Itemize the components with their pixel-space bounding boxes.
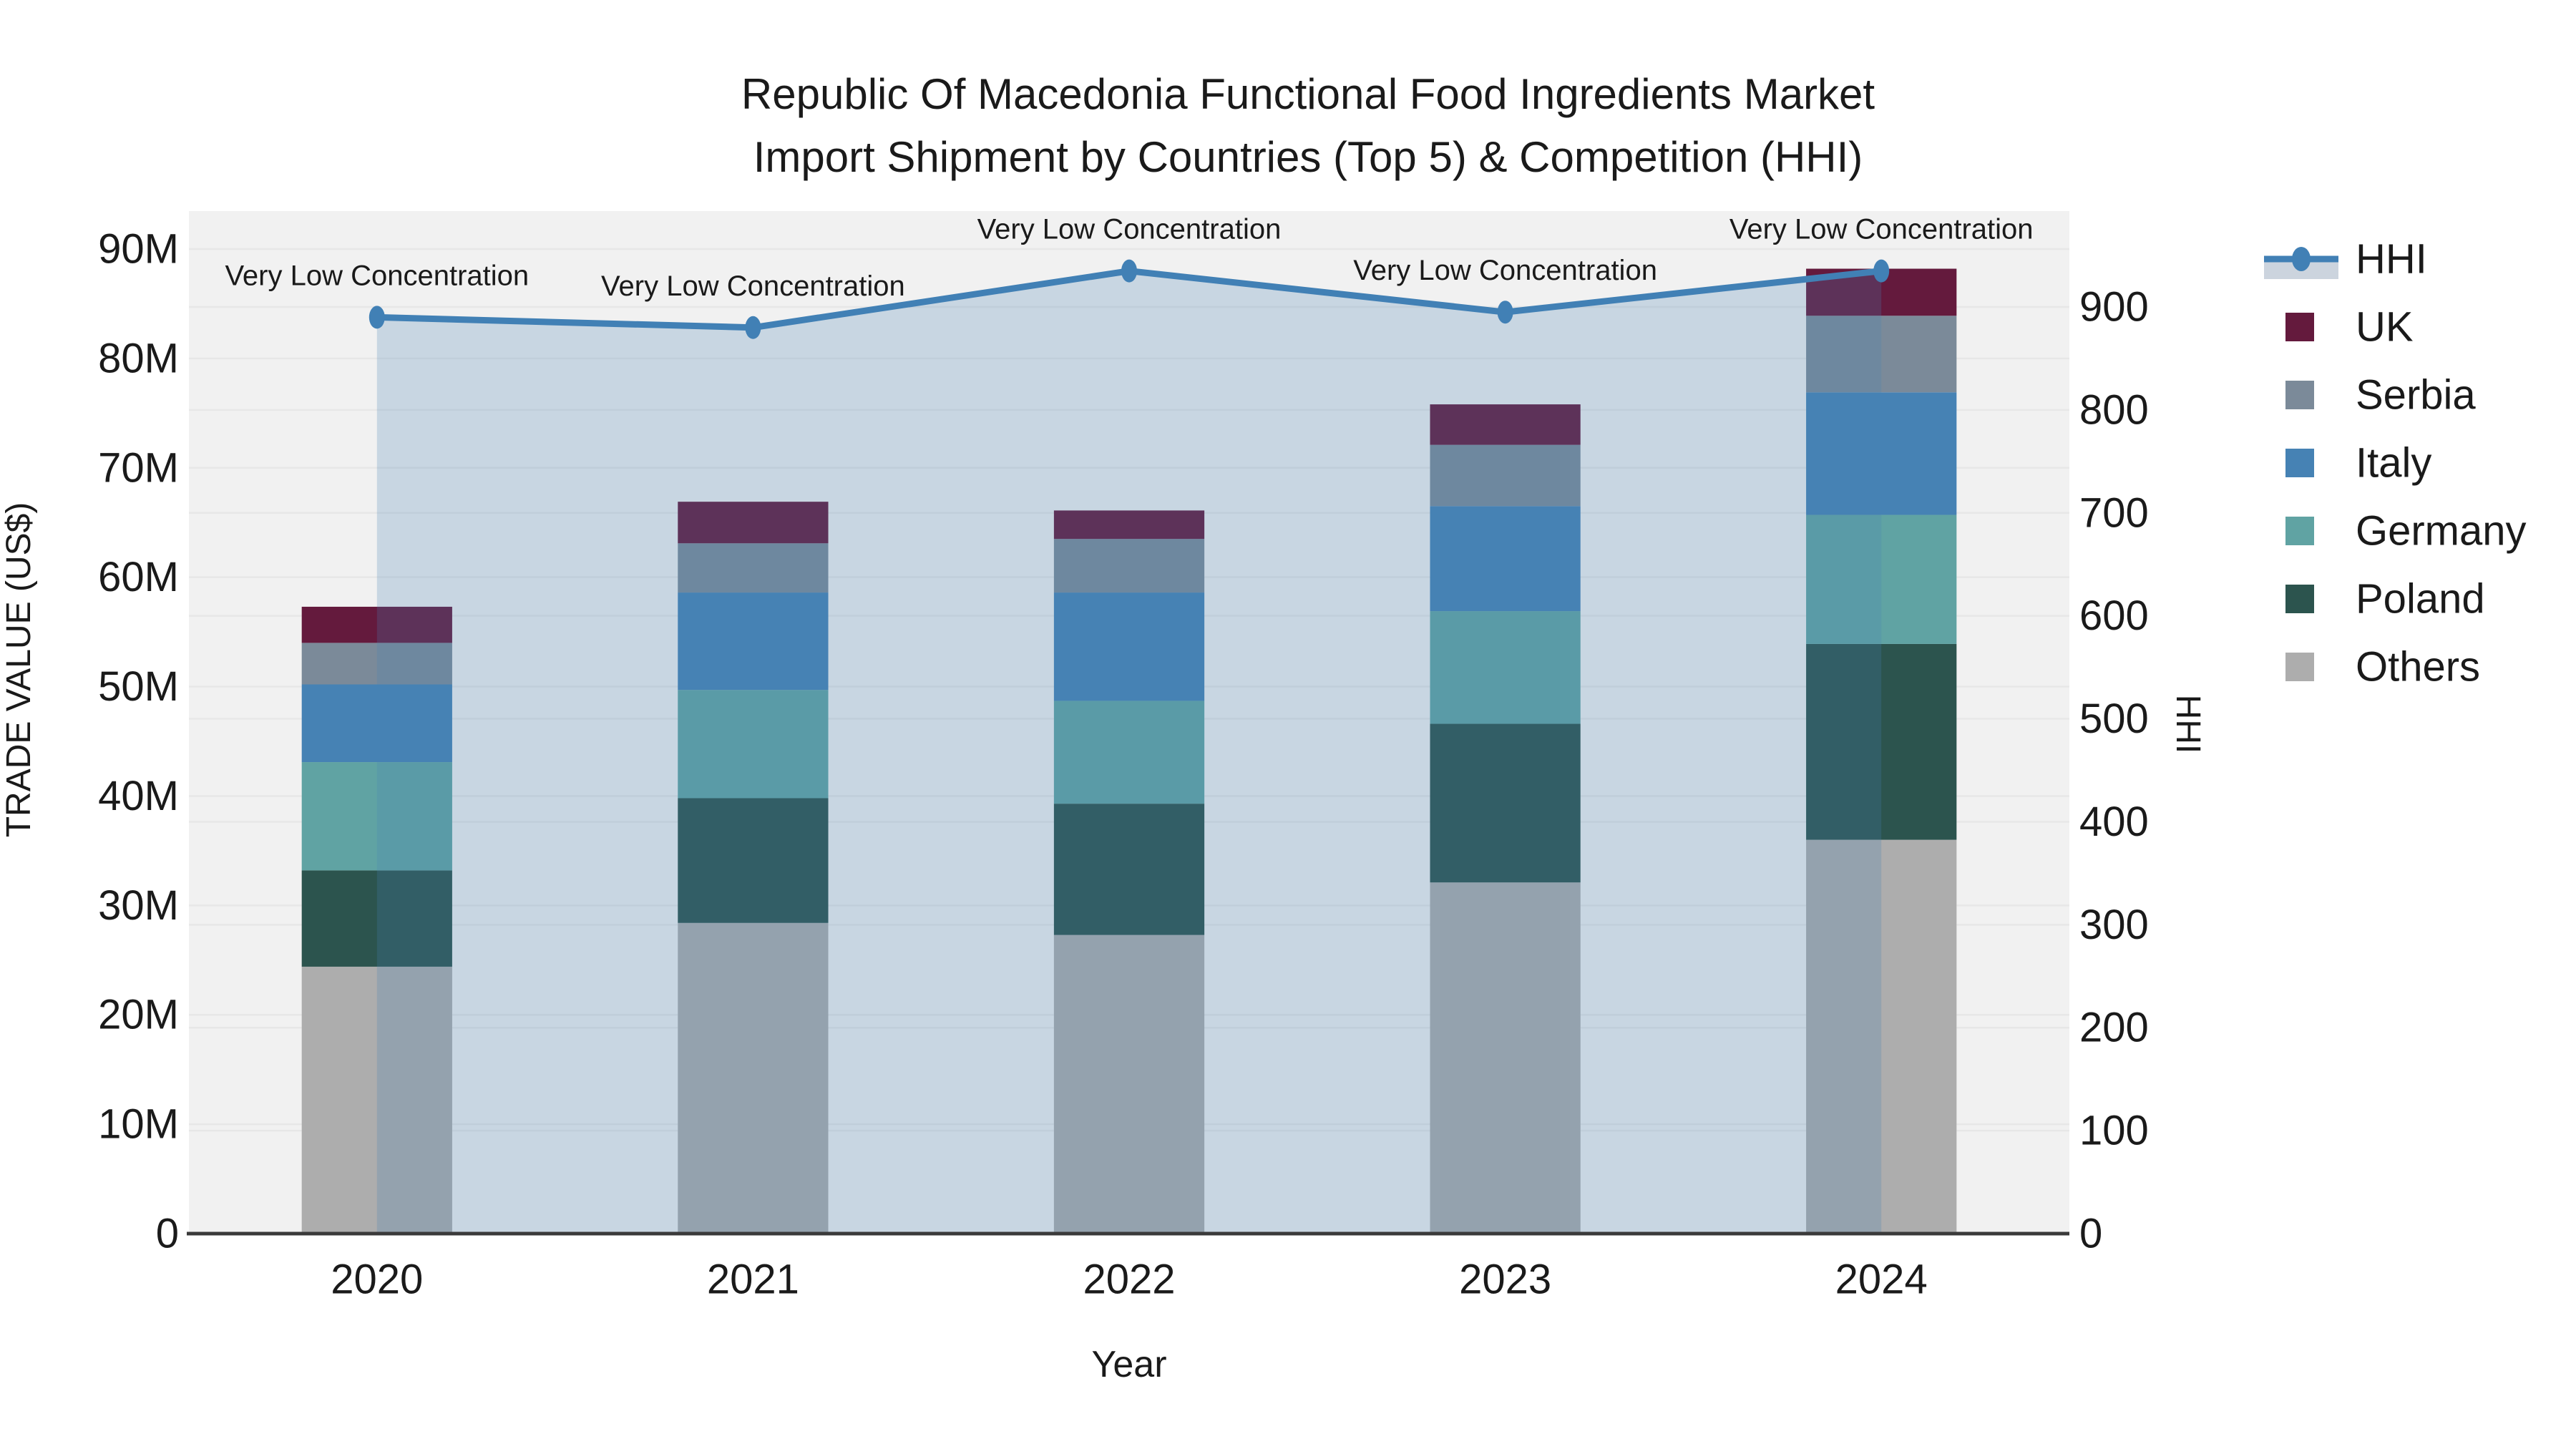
legend: HHI UK Serbia Italy Germany Poland Others: [2264, 236, 2527, 691]
bar-segment-poland-2021[interactable]: [678, 798, 829, 923]
y-right-tick-100: 100: [2079, 1108, 2149, 1154]
y-right-tick-400: 400: [2079, 799, 2149, 845]
bar-segment-germany-2020[interactable]: [301, 762, 452, 871]
bar-segment-poland-2024[interactable]: [1806, 643, 1957, 840]
annotations: Very Low Concentration Very Low Concentra…: [225, 214, 2033, 302]
bar-segment-others-2023[interactable]: [1430, 882, 1581, 1234]
y-right-tick-0: 0: [2079, 1211, 2102, 1257]
bar-segment-germany-2022[interactable]: [1053, 701, 1205, 804]
x-tick-2021: 2021: [707, 1257, 799, 1303]
hhi-point-2021[interactable]: [745, 316, 761, 339]
y-left-tick-20M: 20M: [98, 992, 179, 1038]
hhi-point-2022[interactable]: [1121, 259, 1137, 283]
y-left-tick-60M: 60M: [98, 554, 179, 600]
bar-segment-germany-2023[interactable]: [1430, 611, 1581, 724]
y-right-tick-600: 600: [2079, 592, 2149, 639]
bar-segment-poland-2022[interactable]: [1053, 804, 1205, 935]
bar-segment-others-2024[interactable]: [1806, 839, 1957, 1234]
bar-segment-germany-2021[interactable]: [678, 690, 829, 799]
hhi-area-fill: [376, 270, 1882, 1234]
bar-segment-uk-2020[interactable]: [301, 606, 452, 643]
y-left-tick-0: 0: [156, 1211, 179, 1257]
bar-segment-italy-2020[interactable]: [301, 684, 452, 763]
stacked-bars: [301, 268, 1957, 1234]
legend-label-hhi: HHI: [2356, 236, 2427, 283]
y-left-tick-90M: 90M: [98, 226, 179, 273]
bar-segment-germany-2024[interactable]: [1806, 514, 1957, 644]
legend-item-uk[interactable]: UK: [2285, 304, 2414, 351]
bar-segment-serbia-2022[interactable]: [1053, 539, 1205, 593]
bar-segment-italy-2024[interactable]: [1806, 392, 1957, 515]
bar-segment-serbia-2021[interactable]: [678, 543, 829, 593]
bar-segment-italy-2021[interactable]: [678, 592, 829, 691]
legend-hhi-marker: [2292, 247, 2311, 271]
y-left-axis-title: TRADE VALUE (US$): [0, 502, 38, 838]
legend-item-poland[interactable]: Poland: [2285, 576, 2485, 623]
x-axis-title: Year: [1091, 1344, 1166, 1385]
y-right-tick-200: 200: [2079, 1005, 2149, 1051]
bar-segment-others-2022[interactable]: [1053, 935, 1205, 1234]
legend-swatch-serbia: [2285, 381, 2314, 409]
bar-segment-serbia-2024[interactable]: [1806, 316, 1957, 393]
annotation-2021: Very Low Concentration: [601, 270, 905, 302]
bar-segment-uk-2022[interactable]: [1053, 510, 1205, 540]
legend-item-serbia[interactable]: Serbia: [2285, 372, 2476, 419]
y-left-tick-10M: 10M: [98, 1101, 179, 1148]
bar-segment-others-2021[interactable]: [678, 922, 829, 1234]
y-right-axis-title: HHI: [2169, 695, 2207, 754]
annotation-2022: Very Low Concentration: [977, 214, 1282, 245]
annotation-2024: Very Low Concentration: [1729, 214, 2034, 245]
annotation-2020: Very Low Concentration: [225, 260, 529, 291]
legend-swatch-poland: [2285, 585, 2314, 613]
x-tick-2024: 2024: [1835, 1257, 1928, 1303]
hhi-point-2020[interactable]: [369, 306, 385, 329]
y-right-tick-900: 900: [2079, 284, 2149, 331]
chart-title-line1: Republic Of Macedonia Functional Food In…: [741, 70, 1875, 118]
bar-segment-uk-2021[interactable]: [678, 502, 829, 544]
annotation-2023: Very Low Concentration: [1353, 255, 1657, 286]
legend-label-others: Others: [2356, 644, 2480, 691]
bar-segment-poland-2023[interactable]: [1430, 723, 1581, 883]
x-tick-2023: 2023: [1459, 1257, 1551, 1303]
y-left-tick-70M: 70M: [98, 444, 179, 491]
bar-segment-italy-2022[interactable]: [1053, 592, 1205, 701]
legend-swatch-italy: [2285, 449, 2314, 477]
hhi-point-2024[interactable]: [1873, 259, 1890, 283]
legend-swatch-uk: [2285, 313, 2314, 341]
bar-segment-others-2020[interactable]: [301, 966, 452, 1234]
y-left-tick-50M: 50M: [98, 663, 179, 710]
legend-item-germany[interactable]: Germany: [2285, 508, 2527, 555]
y-left-tick-40M: 40M: [98, 773, 179, 819]
legend-label-serbia: Serbia: [2356, 372, 2476, 419]
x-tick-2022: 2022: [1083, 1257, 1175, 1303]
legend-item-hhi[interactable]: HHI: [2264, 236, 2427, 283]
chart-title-line2: Import Shipment by Countries (Top 5) & C…: [753, 133, 1863, 181]
legend-label-poland: Poland: [2356, 576, 2485, 623]
y-left-tick-30M: 30M: [98, 882, 179, 929]
hhi-line: [369, 259, 1890, 339]
y-right-tick-500: 500: [2079, 696, 2149, 742]
bar-segment-uk-2023[interactable]: [1430, 404, 1581, 445]
bar-segment-serbia-2020[interactable]: [301, 643, 452, 685]
legend-label-uk: UK: [2356, 304, 2414, 351]
legend-item-italy[interactable]: Italy: [2285, 440, 2431, 487]
bar-segment-italy-2023[interactable]: [1430, 506, 1581, 612]
legend-swatch-others: [2285, 653, 2314, 681]
legend-label-italy: Italy: [2356, 440, 2431, 487]
hhi-area: [376, 270, 1882, 1234]
y-right-tick-800: 800: [2079, 386, 2149, 433]
hhi-point-2023[interactable]: [1497, 301, 1513, 324]
x-tick-2020: 2020: [331, 1257, 423, 1303]
y-left-tick-80M: 80M: [98, 335, 179, 381]
legend-item-others[interactable]: Others: [2285, 644, 2480, 691]
bar-segment-poland-2020[interactable]: [301, 870, 452, 967]
bar-segment-serbia-2023[interactable]: [1430, 444, 1581, 507]
legend-label-germany: Germany: [2356, 508, 2527, 555]
axis-tick-labels: 0 10M 20M 30M 40M 50M 60M 70M 80M 90M 0 100 200 300 40…: [98, 226, 2149, 1303]
y-right-tick-300: 300: [2079, 902, 2149, 948]
legend-swatch-germany: [2285, 517, 2314, 545]
y-right-tick-700: 700: [2079, 489, 2149, 536]
